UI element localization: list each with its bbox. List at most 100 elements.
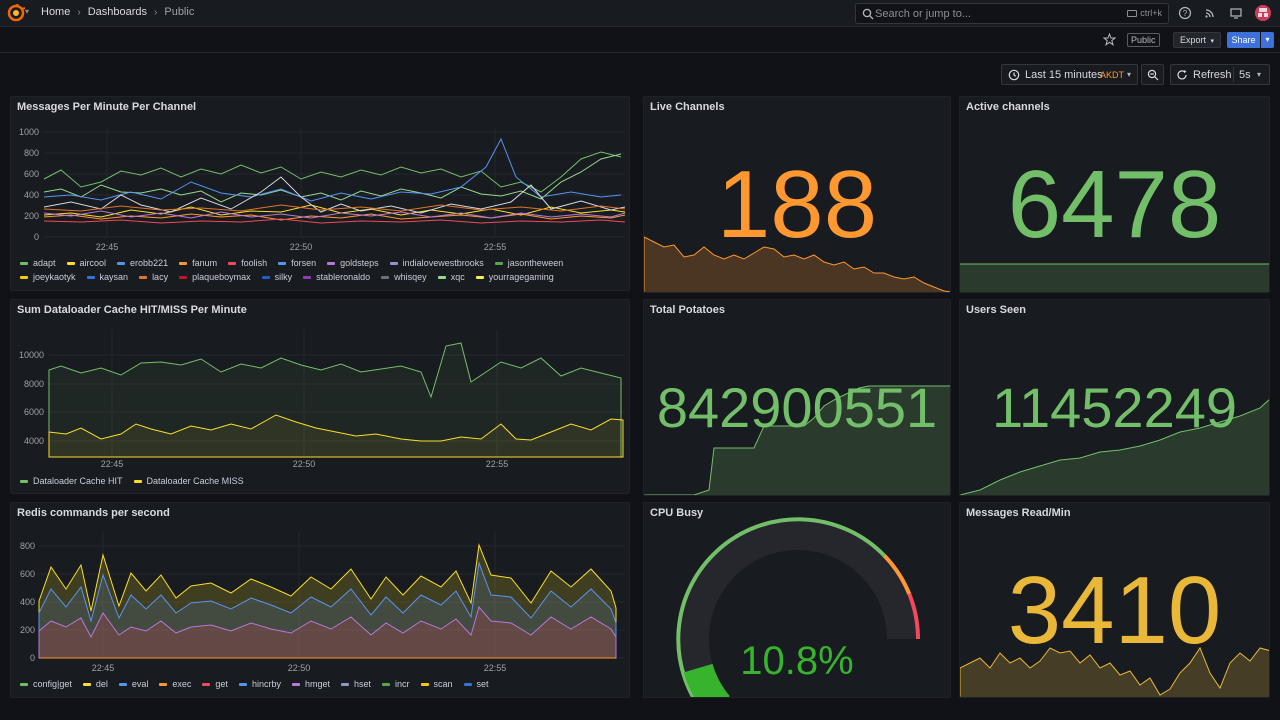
legend-item[interactable]: hincrby xyxy=(238,679,281,689)
zoom-out-button[interactable] xyxy=(1141,64,1164,85)
legend-swatch xyxy=(340,682,349,686)
legend-item[interactable]: exec xyxy=(159,679,191,689)
legend-label: whisqey xyxy=(394,272,427,282)
grafana-logo-icon[interactable] xyxy=(7,4,25,22)
legend-item[interactable]: eval xyxy=(118,679,148,689)
panel-title: Redis commands per second xyxy=(17,507,170,519)
gauge-track xyxy=(679,520,917,697)
chevron-down-icon: ▾ xyxy=(1127,70,1132,79)
legend-item[interactable]: scan xyxy=(420,679,453,689)
legend-item[interactable]: del xyxy=(82,679,108,689)
y-tick: 400 xyxy=(24,190,39,200)
legend-item[interactable]: aircool xyxy=(66,258,106,268)
panel-active-channels: Active channels 6478 xyxy=(959,96,1270,293)
keyboard-shortcut: ctrl+k xyxy=(1127,8,1162,18)
legend-label: hmget xyxy=(304,679,330,689)
legend-swatch xyxy=(463,682,472,686)
legend-item[interactable]: foolish xyxy=(228,258,267,268)
legend-swatch xyxy=(20,682,28,686)
timeseries-chart[interactable]: 1000 800 600 400 200 0 22:45 22:50 xyxy=(11,97,630,257)
legend-item[interactable]: incr xyxy=(381,679,410,689)
stat-value: 188 xyxy=(716,151,878,258)
chevron-down-icon[interactable]: ▾ xyxy=(25,7,30,16)
legend-swatch xyxy=(118,682,127,686)
legend-item[interactable]: jasontheween xyxy=(494,258,563,268)
legend-item[interactable]: plaqueboymax xyxy=(179,272,251,282)
gauge-fill xyxy=(683,663,731,697)
refresh-button[interactable]: Refresh 5s ▾ xyxy=(1170,64,1270,85)
breadcrumb-home[interactable]: Home xyxy=(41,6,71,18)
legend-item[interactable]: lacy xyxy=(139,272,168,282)
legend-item[interactable]: config|get xyxy=(20,679,72,689)
legend-item[interactable]: indialovewestbrooks xyxy=(389,258,484,268)
timeseries-chart[interactable]: 800 600 400 200 0 22:45 22:50 22:55 xyxy=(11,503,630,675)
legend-item[interactable]: Dataloader Cache HIT xyxy=(20,476,123,486)
y-tick: 10000 xyxy=(19,350,44,360)
legend-item[interactable]: Dataloader Cache MISS xyxy=(133,476,244,486)
breadcrumb-dashboards[interactable]: Dashboards xyxy=(87,6,148,18)
legend-item[interactable]: set xyxy=(463,679,489,689)
x-tick: 22:45 xyxy=(92,663,115,673)
legend-item[interactable]: erobb221 xyxy=(117,258,168,268)
svg-text:?: ? xyxy=(1183,9,1188,18)
stat-value: 3410 xyxy=(1007,557,1222,664)
x-tick: 22:55 xyxy=(484,663,507,673)
legend-item[interactable]: xqc xyxy=(437,272,465,282)
legend-label: lacy xyxy=(152,272,169,282)
legend-swatch xyxy=(238,682,247,686)
rss-news-icon[interactable] xyxy=(1203,6,1217,20)
avatar[interactable] xyxy=(1255,5,1271,21)
legend-item[interactable]: whisqey xyxy=(381,272,427,282)
legend-item[interactable]: silky xyxy=(261,272,292,282)
legend-swatch xyxy=(381,275,390,279)
legend-swatch xyxy=(82,682,91,686)
gauge xyxy=(676,517,921,697)
chart-legend: config|get del eval exec get hincrby hmget hset… xyxy=(20,679,620,689)
legend-item[interactable]: goldsteps xyxy=(327,258,379,268)
legend-swatch xyxy=(202,682,211,686)
timeseries-chart[interactable]: 10000 8000 6000 4000 22:45 22:50 22:55 xyxy=(11,300,630,470)
x-axis: 22:45 22:50 22:55 xyxy=(96,242,507,252)
shortcut-text: ctrl+k xyxy=(1140,8,1162,18)
panel-title: CPU Busy xyxy=(650,507,704,519)
share-button[interactable]: Share xyxy=(1227,32,1260,48)
y-tick: 200 xyxy=(24,211,39,221)
legend-label: forsen xyxy=(291,258,317,268)
legend-item[interactable]: kaysan xyxy=(86,272,129,282)
legend-item[interactable]: yourragegaming xyxy=(475,272,554,282)
sparkline xyxy=(960,646,1269,697)
legend-swatch xyxy=(20,479,28,483)
export-button[interactable]: Export ▾ xyxy=(1173,32,1222,48)
search-input[interactable]: Search or jump to... ctrl+k xyxy=(855,3,1169,24)
help-icon[interactable]: ? xyxy=(1178,6,1192,20)
legend-item[interactable]: forsen xyxy=(278,258,316,268)
legend-item[interactable]: fanum xyxy=(179,258,217,268)
legend-item[interactable]: hmget xyxy=(291,679,330,689)
legend-label: kaysan xyxy=(99,272,129,282)
legend-item[interactable]: get xyxy=(202,679,228,689)
chevron-right-icon: › xyxy=(154,6,158,18)
legend-label: goldsteps xyxy=(340,258,379,268)
x-tick: 22:45 xyxy=(96,242,119,252)
legend-swatch xyxy=(159,682,168,686)
chart-legend: adapt aircool erobb221 fanum foolish forsen go… xyxy=(20,258,620,282)
legend-item[interactable]: stableronaldo xyxy=(303,272,370,282)
panel-total-potatoes: Total Potatoes 842900551 xyxy=(643,299,951,496)
legend-item[interactable]: adapt xyxy=(20,258,56,268)
legend-label: set xyxy=(476,679,489,689)
sparkline xyxy=(960,399,1269,495)
breadcrumb: Home › Dashboards › Public xyxy=(41,6,194,18)
public-badge: Public xyxy=(1127,33,1160,47)
x-axis: 22:45 22:50 22:55 xyxy=(101,459,509,469)
kiosk-monitor-icon[interactable] xyxy=(1229,6,1243,20)
time-range-picker[interactable]: Last 15 minutes AKDT ▾ xyxy=(1001,64,1138,85)
y-axis: 800 600 400 200 0 xyxy=(20,541,35,663)
share-menu-chevron-down-icon[interactable]: ▾ xyxy=(1261,32,1274,48)
star-icon[interactable] xyxy=(1103,33,1116,46)
panel-messages-read: Messages Read/Min 3410 xyxy=(959,502,1270,698)
legend-swatch xyxy=(494,261,503,265)
legend-item[interactable]: joeykaotyk xyxy=(20,272,76,282)
legend-swatch xyxy=(303,275,312,279)
refresh-interval[interactable]: 5s xyxy=(1239,69,1251,81)
legend-item[interactable]: hset xyxy=(340,679,371,689)
